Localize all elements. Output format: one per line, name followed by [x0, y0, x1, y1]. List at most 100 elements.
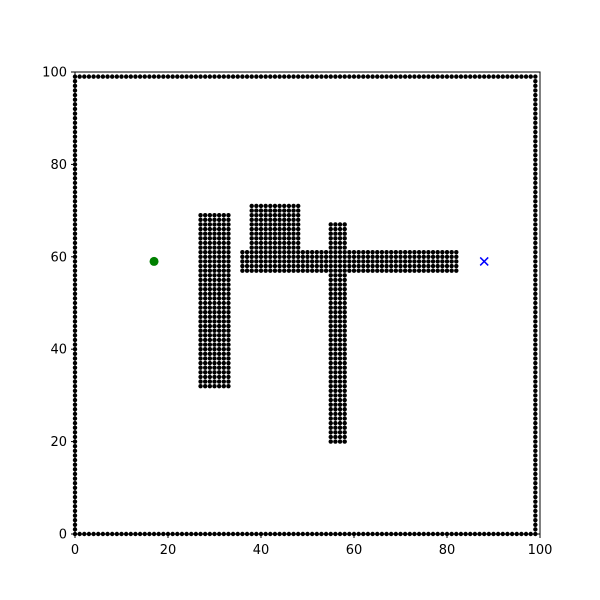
obstacle-point — [216, 254, 222, 259]
obstacle-point — [212, 379, 217, 384]
boundary-point — [119, 74, 124, 79]
boundary-point — [207, 74, 213, 79]
boundary-point — [533, 79, 538, 84]
obstacle-point — [258, 249, 264, 255]
obstacle-point — [249, 249, 254, 255]
obstacle-point — [212, 273, 217, 278]
obstacle-point — [226, 383, 231, 389]
obstacle-point — [282, 263, 287, 269]
boundary-point — [533, 217, 538, 223]
obstacle-point — [216, 374, 222, 380]
obstacle-point — [226, 342, 231, 347]
boundary-point — [533, 444, 538, 449]
obstacle-point — [337, 305, 343, 310]
x-tick-label: 0 — [71, 543, 79, 558]
obstacle-point — [203, 217, 208, 223]
obstacle-point — [328, 407, 333, 412]
obstacle-point — [379, 249, 385, 255]
obstacle-point — [226, 213, 231, 218]
obstacle-point — [342, 305, 347, 310]
obstacle-point — [249, 231, 254, 236]
obstacle-point — [296, 208, 301, 213]
boundary-point — [533, 208, 538, 213]
obstacle-point — [337, 323, 343, 329]
obstacle-point — [342, 333, 347, 338]
obstacle-point — [328, 416, 333, 421]
obstacle-point — [198, 360, 203, 366]
obstacle-point — [328, 240, 333, 246]
obstacle-point — [314, 254, 319, 259]
boundary-point — [533, 143, 538, 149]
obstacle-point — [333, 226, 338, 232]
obstacle-point — [421, 263, 426, 269]
boundary-point — [533, 203, 538, 209]
boundary-point — [533, 430, 538, 435]
obstacle-point — [221, 342, 226, 347]
obstacle-point — [221, 351, 226, 357]
obstacle-point — [333, 245, 338, 250]
obstacle-point — [207, 282, 213, 287]
obstacle-point — [300, 268, 306, 273]
obstacle-point — [291, 222, 296, 227]
obstacle-point — [198, 273, 203, 278]
boundary-point — [86, 74, 92, 79]
boundary-point — [533, 273, 538, 278]
boundary-point — [533, 328, 538, 333]
obstacle-point — [296, 268, 301, 273]
obstacle-point — [342, 388, 347, 393]
obstacle-point — [249, 263, 254, 269]
obstacle-point — [328, 356, 333, 361]
obstacle-point — [249, 208, 254, 213]
obstacle-point — [309, 263, 315, 269]
obstacle-point — [314, 268, 319, 273]
boundary-point — [533, 282, 538, 287]
obstacle-point — [272, 203, 278, 209]
boundary-point — [179, 74, 185, 79]
obstacle-point — [207, 236, 213, 241]
obstacle-point — [286, 208, 292, 213]
obstacle-point — [342, 286, 347, 292]
obstacle-point — [249, 226, 254, 232]
obstacle-point — [198, 268, 203, 273]
boundary-point — [533, 226, 538, 232]
boundary-point — [533, 296, 538, 301]
obstacle-point — [221, 273, 226, 278]
obstacle-point — [221, 370, 226, 375]
obstacle-point — [203, 277, 208, 283]
obstacle-point — [375, 249, 380, 255]
obstacle-point — [268, 249, 273, 255]
y-tick-label: 40 — [50, 343, 67, 358]
obstacle-point — [254, 263, 259, 269]
obstacle-point — [407, 254, 412, 259]
boundary-point — [505, 74, 510, 79]
obstacle-point — [333, 356, 338, 361]
boundary-point — [533, 462, 538, 467]
boundary-point — [533, 356, 538, 361]
boundary-point — [533, 393, 538, 398]
obstacle-point — [258, 259, 264, 264]
obstacle-point — [203, 356, 208, 361]
obstacle-point — [216, 217, 222, 223]
boundary-point — [212, 74, 217, 79]
obstacle-point — [337, 300, 343, 306]
boundary-point — [491, 74, 496, 79]
obstacle-point — [323, 249, 329, 255]
obstacle-point — [319, 259, 324, 264]
boundary-point — [277, 74, 282, 79]
boundary-point — [533, 162, 538, 167]
obstacle-point — [365, 263, 371, 269]
boundary-point — [137, 74, 143, 79]
obstacle-point — [268, 203, 273, 209]
obstacle-point — [454, 263, 459, 269]
boundary-point — [533, 176, 538, 181]
obstacle-point — [249, 254, 254, 259]
obstacle-point — [212, 268, 217, 273]
obstacle-point — [314, 259, 319, 264]
obstacle-point — [221, 226, 226, 232]
boundary-point — [389, 74, 394, 79]
boundary-point — [105, 74, 110, 79]
obstacle-point — [328, 402, 333, 407]
obstacle-point — [221, 240, 226, 246]
boundary-point — [533, 286, 538, 292]
obstacle-point — [337, 383, 343, 389]
